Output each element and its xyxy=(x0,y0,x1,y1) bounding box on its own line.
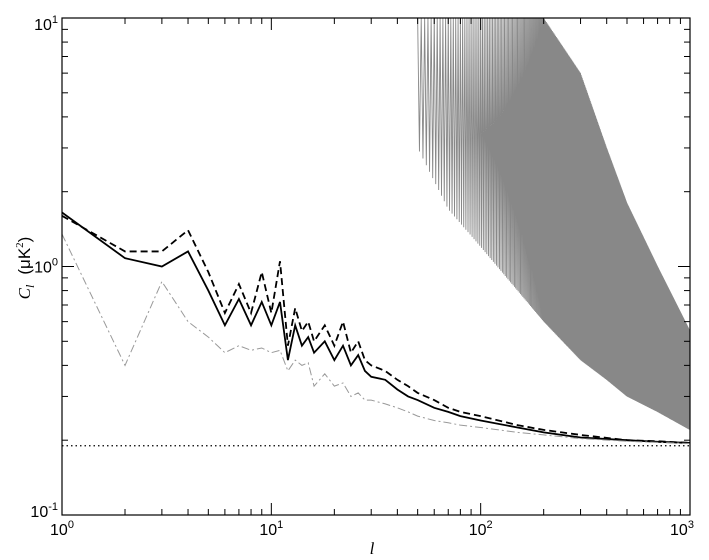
y-axis-subscript: l xyxy=(23,284,37,288)
series-2-dashdot-line xyxy=(62,233,690,444)
y-tick-label: 101 xyxy=(34,14,58,34)
tick-layer xyxy=(61,17,691,516)
x-tick-label: 102 xyxy=(469,519,493,539)
y-axis-unit-exp: 2 xyxy=(14,242,26,248)
y-tick-label: 10-1 xyxy=(30,501,58,521)
x-tick-label: 100 xyxy=(50,519,74,539)
y-axis-symbol: C xyxy=(15,287,34,299)
series-layer xyxy=(62,18,690,447)
series-0-solid-line xyxy=(62,211,690,444)
x-axis-title: l xyxy=(370,539,375,558)
x-tick-label: 101 xyxy=(259,519,283,539)
y-axis-unit: (μK xyxy=(15,247,34,274)
y-axis-title: Cl (μK2) xyxy=(14,237,37,300)
y-axis-unit-close: ) xyxy=(15,237,34,243)
x-tick-label: 103 xyxy=(670,519,694,539)
series-1-dashed-line xyxy=(62,214,690,444)
series-4-band-line xyxy=(417,18,690,430)
y-tick-label: 100 xyxy=(34,257,58,277)
